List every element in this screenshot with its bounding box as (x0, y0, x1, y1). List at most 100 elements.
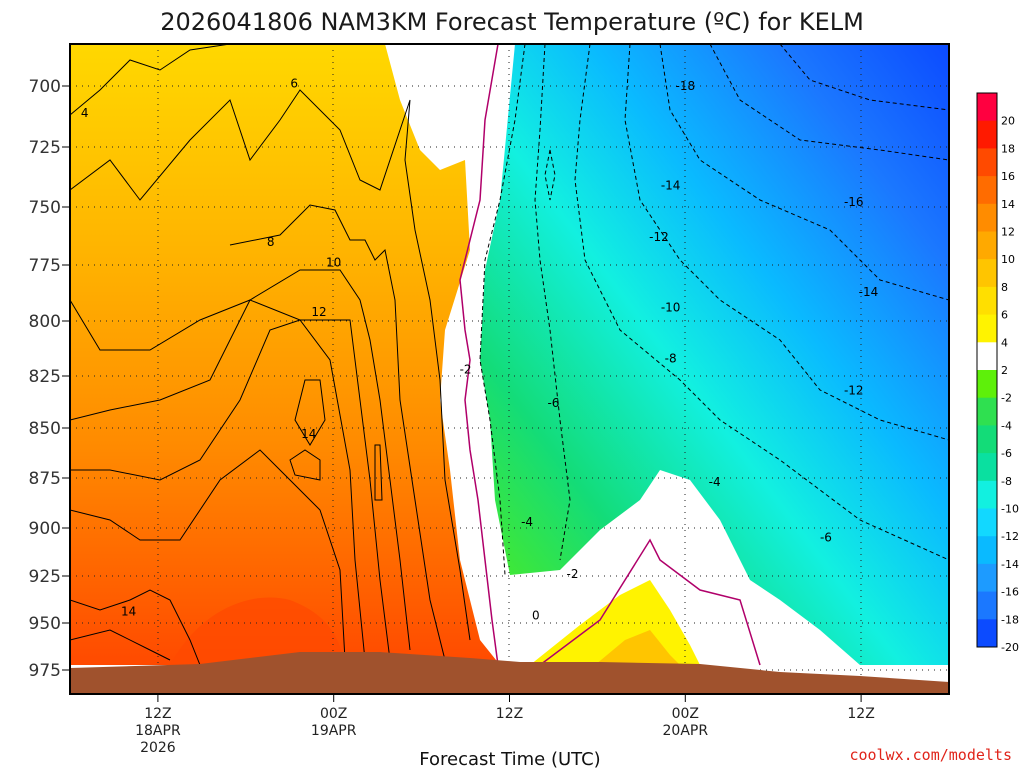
legend-tick-label: 6 (1001, 309, 1008, 322)
y-tick-label: 950 (29, 614, 61, 634)
legend-tick-label: -4 (1001, 419, 1012, 432)
ground-terrain (70, 652, 949, 694)
contour-label: -16 (844, 195, 864, 209)
legend-tick-label: 8 (1001, 281, 1008, 294)
color-legend: 20 18 16 14 12 10 8 6 4 2 -2 -4 -6 -8 -10 -12 -14 -16 -18 -… (976, 92, 1019, 654)
x-tick-label: 12Z (144, 706, 171, 722)
y-tick-label: 725 (29, 138, 61, 158)
legend-swatch (977, 370, 997, 399)
legend-swatch (977, 203, 997, 232)
legend-tick-label: 14 (1001, 198, 1015, 211)
contour-label: -4 (521, 515, 533, 529)
y-tick-label: 825 (29, 367, 61, 387)
contour-label: 12 (311, 305, 326, 319)
legend-swatch (977, 93, 997, 122)
contour-label: 14 (301, 427, 316, 441)
y-tick-label: 850 (29, 419, 61, 439)
x-tick-date: 18APR (135, 723, 181, 739)
freezing-line (459, 44, 499, 666)
y-tick-label: 800 (29, 312, 61, 332)
legend-tick-label: 18 (1001, 142, 1015, 155)
legend-swatch (977, 397, 997, 426)
contour-label: -14 (661, 178, 681, 192)
x-tick-label: 00Z (320, 706, 347, 722)
contour-label: -14 (859, 285, 879, 299)
legend-swatch (977, 508, 997, 537)
contour-label: -4 (709, 475, 721, 489)
legend-tick-label: 20 (1001, 115, 1015, 128)
contour-label: -10 (661, 301, 681, 315)
legend-tick-label: -8 (1001, 475, 1012, 488)
legend-swatch (977, 619, 997, 648)
orange-band-day2 (595, 630, 680, 665)
legend-swatch (977, 286, 997, 316)
contour-labels: 4 6 8 10 12 14 14 -2 -18 -14 -16 -12 -14 -10 -8 -6 -12 -4… (81, 77, 879, 623)
legend-tick-label: -6 (1001, 447, 1012, 460)
contour-lines (70, 44, 471, 666)
x-tick-year: 2026 (140, 740, 176, 756)
x-tick-label: 12Z (847, 706, 874, 722)
legend-frame (976, 92, 998, 648)
contour-label: 0 (532, 608, 540, 622)
legend-swatch (977, 453, 997, 482)
y-tick-label: 775 (29, 256, 61, 276)
y-axis: 700 725 750 775 800 825 850 875 900 925 950 975 (29, 77, 70, 681)
contour-label: 6 (290, 77, 298, 91)
contour-label: -6 (547, 396, 559, 410)
x-tick-label: 00Z (672, 706, 699, 722)
cold-region (480, 44, 949, 665)
warm-region (70, 44, 500, 665)
x-tick-label: 12Z (496, 706, 523, 722)
legend-swatch (977, 231, 997, 260)
legend-swatch (977, 425, 997, 454)
legend-tick-label: 16 (1001, 170, 1015, 183)
legend-tick-label: 4 (1001, 336, 1008, 349)
y-tick-label: 875 (29, 469, 61, 489)
x-axis-label: Forecast Time (UTC) (419, 749, 600, 768)
legend-tick-label: 12 (1001, 226, 1015, 239)
contour-label: 14 (121, 605, 136, 619)
contour-label: -2 (460, 362, 472, 376)
legend-swatch (977, 259, 997, 288)
legend-tick-label: -2 (1001, 392, 1012, 405)
legend-swatch (977, 563, 997, 593)
legend-tick-label: 2 (1001, 364, 1008, 377)
freezing-line-day2 (539, 538, 761, 666)
y-tick-label: 900 (29, 519, 61, 539)
legend-swatch (977, 120, 997, 149)
contour-label: -2 (567, 567, 579, 581)
legend-tick-label: -16 (1001, 586, 1019, 599)
contour-label: 4 (81, 106, 89, 120)
x-tick-date: 19APR (311, 723, 357, 739)
legend-swatch (977, 342, 997, 371)
contour-label: -8 (665, 351, 677, 365)
chart-title: 2026041806 NAM3KM Forecast Temperature (… (160, 8, 864, 36)
contour-label: -18 (675, 79, 695, 93)
legend-tick-label: 10 (1001, 253, 1015, 266)
legend-swatch (977, 536, 997, 565)
legend-swatch (977, 591, 997, 620)
contour-label: -12 (844, 384, 864, 398)
legend-tick-label: -12 (1001, 530, 1019, 543)
legend-swatch (977, 480, 997, 509)
legend-tick-label: -14 (1001, 558, 1019, 571)
y-tick-label: 925 (29, 567, 61, 587)
legend-tick-label: -18 (1001, 613, 1019, 626)
warm-core (170, 597, 345, 665)
contour-label: 8 (267, 235, 275, 249)
contour-label: -6 (820, 531, 832, 545)
legend-swatch (977, 148, 997, 177)
y-tick-label: 975 (29, 661, 61, 681)
legend-swatch (977, 314, 997, 343)
contour-label: 10 (326, 256, 341, 270)
credit-link[interactable]: coolwx.com/modelts (849, 746, 1012, 764)
y-tick-label: 700 (29, 77, 61, 97)
x-tick-date: 20APR (663, 723, 709, 739)
legend-tick-label: -20 (1001, 641, 1019, 654)
contour-label: -12 (649, 230, 669, 244)
plot-field (70, 44, 949, 694)
negative-contour-lines (479, 44, 949, 576)
grid-lines (70, 44, 949, 694)
